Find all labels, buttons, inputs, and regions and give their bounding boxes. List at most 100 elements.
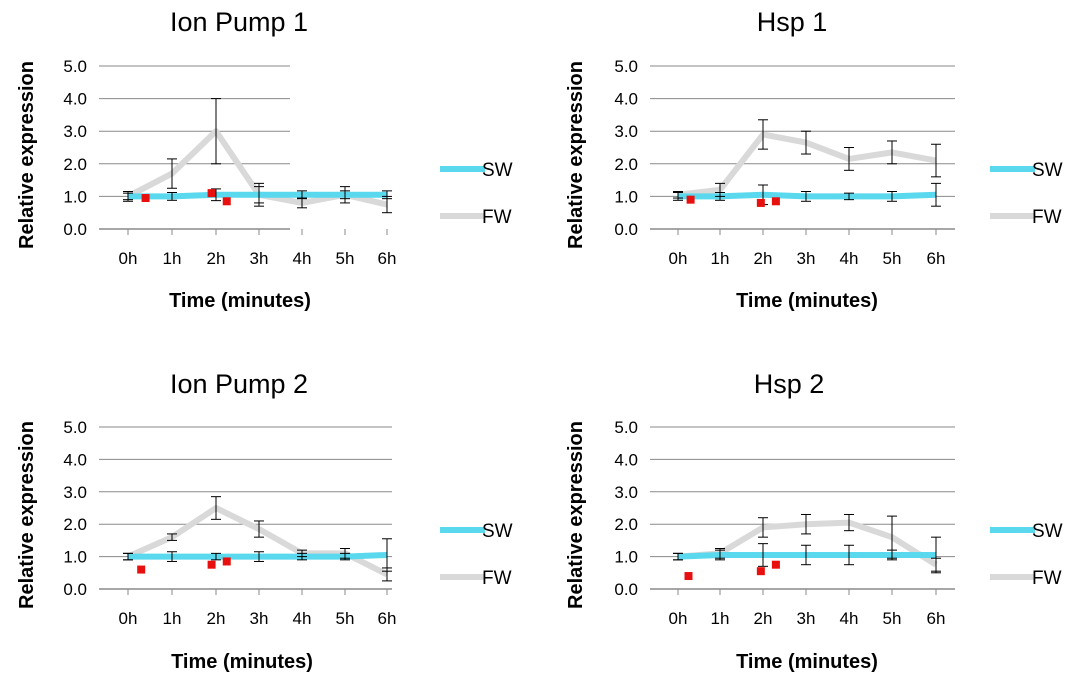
error-bar-sw	[844, 544, 854, 566]
y-tick-label: 5.0	[63, 57, 87, 76]
error-bar-fw	[123, 552, 133, 561]
y-axis-label: Relative expression	[16, 421, 38, 609]
y-tick-label: 2.0	[614, 515, 638, 534]
error-bar-fw	[167, 533, 177, 541]
red-square-marker	[222, 557, 231, 566]
y-tick-label: 3.0	[63, 483, 87, 502]
error-bar-sw	[167, 551, 177, 562]
error-bar-fw	[340, 548, 350, 559]
legend-label-fw: FW	[1032, 207, 1062, 228]
x-tick-label: 3h	[797, 609, 816, 628]
y-tick-label: 2.0	[63, 155, 87, 174]
red-square-marker	[207, 560, 216, 569]
x-tick-label: 0h	[669, 249, 688, 268]
x-axis-label: Time (minutes)	[736, 290, 878, 312]
x-axis-label: Time (minutes)	[736, 651, 878, 673]
red-square-marker	[756, 198, 765, 207]
y-tick-label: 1.0	[614, 187, 638, 206]
y-tick-label: 0.0	[614, 580, 638, 599]
error-bar-fw	[844, 513, 854, 532]
red-square-marker	[684, 572, 693, 581]
chart-panel-4: Hsp 2 0.0 1.0 2.0 3.0 4.0 5.0 0h 1h 2h 3h 4h 5h 6h Tim…	[565, 369, 1063, 673]
x-tick-label: 1h	[711, 249, 730, 268]
legend-label-sw: SW	[482, 521, 513, 542]
x-tick-label: 4h	[840, 249, 859, 268]
y-axis-label: Relative expression	[16, 61, 38, 249]
x-tick-label: 6h	[927, 609, 946, 628]
red-square-marker	[771, 197, 780, 206]
y-tick-label: 2.0	[63, 515, 87, 534]
red-square-marker	[137, 565, 146, 574]
y-tick-label: 5.0	[614, 418, 638, 437]
series-line-sw	[677, 551, 936, 560]
y-tick-label: 0.0	[63, 220, 87, 239]
chart-panel-1: Ion Pump 1 0.0 1.0 2.0 3.0 4.0 5.0 0h 1h 2h 3h 4h 5h…	[16, 7, 513, 312]
chart-title: Ion Pump 1	[170, 7, 308, 37]
x-tick-label: 2h	[207, 609, 226, 628]
error-bar-sw	[887, 191, 897, 202]
error-bar-fw	[931, 557, 941, 572]
y-axis-label: Relative expression	[565, 421, 587, 609]
red-square-marker	[222, 197, 231, 206]
error-bar-fw	[211, 496, 221, 520]
x-tick-label: 4h	[293, 249, 312, 268]
legend-label-fw: FW	[482, 568, 512, 589]
y-tick-label: 1.0	[63, 548, 87, 567]
x-tick-label: 3h	[250, 609, 269, 628]
legend-label-sw: SW	[482, 160, 513, 181]
error-bar-fw	[297, 197, 307, 209]
y-tick-label: 0.0	[614, 220, 638, 239]
error-bar-fw	[758, 119, 768, 150]
y-tick-label: 4.0	[63, 90, 87, 109]
x-tick-label: 0h	[669, 609, 688, 628]
y-tick-label: 0.0	[63, 580, 87, 599]
red-square-marker	[771, 560, 780, 569]
x-tick-label: 0h	[119, 249, 138, 268]
error-bar-fw	[123, 191, 133, 202]
y-tick-label: 1.0	[614, 548, 638, 567]
x-tick-label: 5h	[883, 249, 902, 268]
red-square-marker	[686, 195, 695, 204]
chart-title: Hsp 2	[754, 369, 825, 399]
x-tick-label: 6h	[378, 609, 397, 628]
x-tick-label: 5h	[336, 249, 355, 268]
x-tick-label: 4h	[293, 609, 312, 628]
x-tick-label: 2h	[207, 249, 226, 268]
x-tick-label: 1h	[163, 609, 182, 628]
error-bar-fw	[844, 147, 854, 171]
error-bar-fw	[715, 182, 725, 197]
error-bar-fw	[254, 520, 264, 538]
chart-panel-3: Ion Pump 2 0.0 1.0 2.0 3.0 4.0 5.0 0h 1h 2h 3h 4h 5h…	[16, 369, 513, 673]
y-tick-label: 1.0	[63, 187, 87, 206]
error-bar-sw	[801, 191, 811, 202]
error-bar-fw	[382, 567, 392, 582]
legend-label-fw: FW	[482, 207, 512, 228]
chart-title: Hsp 1	[757, 7, 828, 37]
error-bar-fw	[673, 191, 683, 199]
error-bar-fw	[758, 517, 768, 538]
y-tick-label: 3.0	[614, 483, 638, 502]
red-square-marker	[207, 189, 216, 198]
x-tick-label: 6h	[927, 249, 946, 268]
x-tick-label: 5h	[883, 609, 902, 628]
error-bar-fw	[673, 552, 683, 561]
y-tick-label: 4.0	[63, 450, 87, 469]
y-tick-label: 5.0	[63, 418, 87, 437]
chart-title: Ion Pump 2	[170, 369, 308, 399]
x-tick-label: 4h	[840, 609, 859, 628]
x-tick-label: 3h	[250, 249, 269, 268]
error-bar-sw	[211, 552, 221, 561]
error-bar-fw	[340, 186, 350, 204]
y-tick-label: 2.0	[614, 155, 638, 174]
x-tick-label: 1h	[163, 249, 182, 268]
error-bar-sw	[844, 192, 854, 201]
error-bar-sw	[211, 188, 221, 202]
y-tick-label: 5.0	[614, 57, 638, 76]
error-bar-fw	[715, 548, 725, 559]
x-tick-label: 1h	[711, 609, 730, 628]
legend-label-sw: SW	[1032, 521, 1063, 542]
error-bar-fw	[297, 549, 307, 558]
y-axis-label: Relative expression	[565, 61, 587, 249]
y-tick-label: 4.0	[614, 90, 638, 109]
